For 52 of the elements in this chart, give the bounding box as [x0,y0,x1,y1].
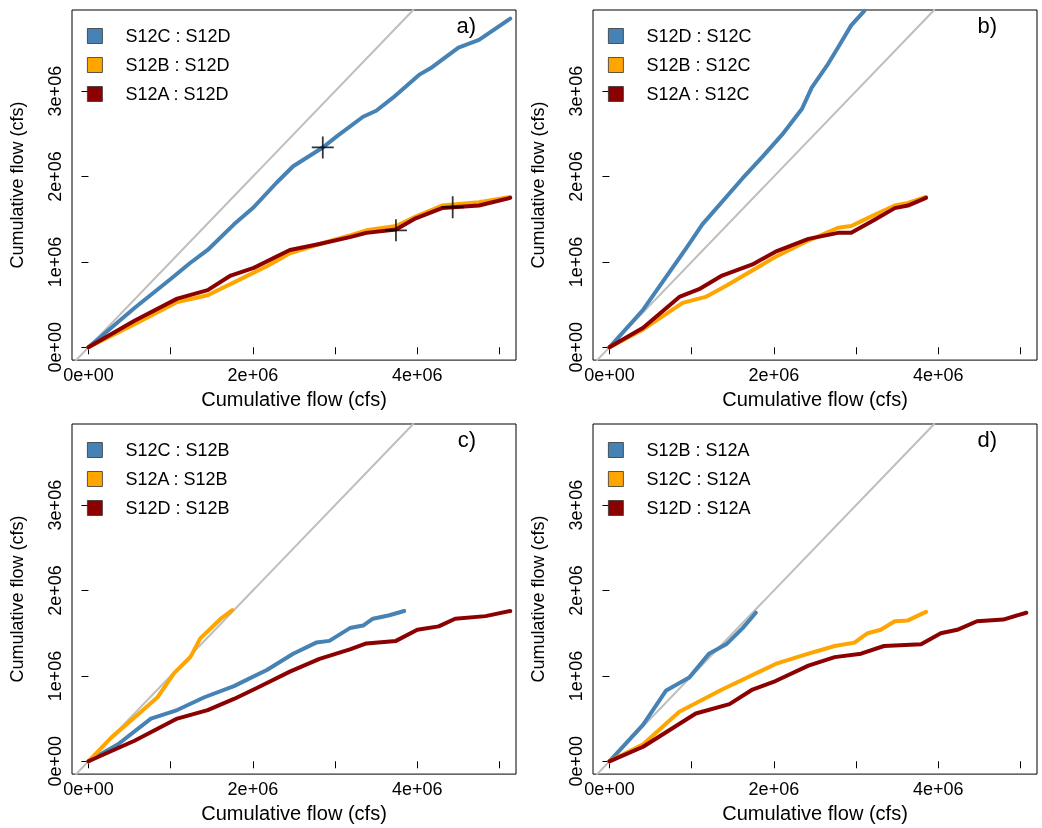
x-tick-label: 4e+06 [913,365,964,386]
x-tick-label: 2e+06 [227,365,279,386]
y-axis-title: Cumulative flow (cfs) [7,101,27,269]
legend-label: S12A : S12C [646,84,750,104]
x-tick-label: 4e+06 [913,779,964,800]
legend-label: S12D : S12B [125,498,230,518]
legend-label: S12B : S12C [646,55,751,75]
x-tick-label: 4e+06 [392,779,443,800]
x-tick-label: 0e+00 [584,365,635,386]
annotation: a) [456,12,476,38]
x-axis-title: Cumulative flow (cfs) [201,388,387,410]
annotation: b) [977,12,997,38]
y-tick-label: 3e+06 [566,65,586,117]
y-axis-title: Cumulative flow (cfs) [528,101,548,269]
y-tick-label: 2e+06 [566,151,586,202]
x-tick-label: 0e+00 [63,779,114,800]
legend-label: S12C : S12A [646,469,751,489]
legend-label: S12B : S12A [646,440,750,460]
y-tick-label: 1e+06 [45,236,65,288]
x-axis-title: Cumulative flow (cfs) [201,802,387,824]
x-tick-label: 2e+06 [227,779,279,800]
x-tick-label: 0e+00 [584,779,635,800]
y-tick-label: 3e+06 [45,65,65,117]
legend-label: S12D : S12C [646,26,752,46]
legend-label: S12A : S12B [125,469,228,489]
legend-label: S12C : S12B [125,440,230,460]
y-tick-label: 2e+06 [45,151,65,202]
x-tick-label: 0e+00 [63,365,114,386]
point [384,219,407,242]
y-tick-label: 1e+06 [566,650,586,702]
x-tick-label: 2e+06 [748,365,800,386]
y-tick-label: 3e+06 [566,479,586,531]
y-axis-title: Cumulative flow (cfs) [528,515,548,683]
y-tick-label: 2e+06 [566,565,586,616]
y-tick-label: 1e+06 [566,236,586,288]
y-tick-label: 3e+06 [45,479,65,531]
point [441,196,464,219]
legend-label: S12B : S12D [125,55,230,75]
annotation: c) [457,426,476,452]
line-series [86,609,513,764]
y-tick-label: 2e+06 [45,565,65,616]
line-series [607,610,1029,764]
legend-label: S12A : S12D [125,84,229,104]
x-axis-title: Cumulative flow (cfs) [722,388,908,410]
y-axis-title: Cumulative flow (cfs) [7,515,27,683]
legend-label: S12C : S12D [125,26,231,46]
annotation: d) [977,426,997,452]
x-tick-label: 2e+06 [748,779,800,800]
y-tick-label: 1e+06 [45,650,65,702]
x-axis-title: Cumulative flow (cfs) [722,802,908,824]
legend-label: S12D : S12A [646,498,751,518]
x-tick-label: 4e+06 [392,365,443,386]
